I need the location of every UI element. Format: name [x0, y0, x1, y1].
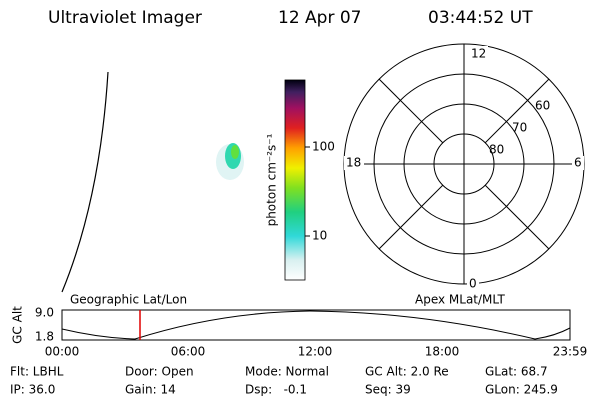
colorbar-tick-label: 100	[312, 140, 335, 154]
timeline-right-title: Apex MLat/MLT	[415, 293, 505, 307]
polar-spoke	[378, 78, 444, 144]
lat-label: 80	[489, 143, 504, 157]
time-tick-label: 23:59	[553, 345, 588, 359]
status-field: Mode: Normal	[245, 365, 329, 379]
mlt-label: 12	[471, 47, 486, 61]
mlt-label: 0	[469, 277, 477, 291]
status-field: IP: 36.0	[10, 383, 55, 397]
label-bg	[344, 156, 364, 170]
mlt-label: 18	[346, 156, 361, 170]
date: 12 Apr 07	[278, 8, 361, 28]
alt-tick-label: 9.0	[35, 306, 54, 320]
time-tick-label: 06:00	[171, 345, 206, 359]
status-field: Gain: 14	[125, 383, 176, 397]
label-bg	[572, 156, 584, 170]
time-tick-label: 12:00	[298, 345, 333, 359]
polar-spoke	[484, 78, 550, 144]
status-field: GLon: 245.9	[485, 383, 558, 397]
title: Ultraviolet Imager	[48, 8, 202, 28]
polar-spoke	[484, 184, 550, 250]
altitude-curve	[61, 310, 571, 340]
status-field: Flt: LBHL	[10, 365, 64, 379]
polar-grid	[343, 43, 585, 285]
timeline-left-title: Geographic Lat/Lon	[70, 293, 187, 307]
timeline-box	[61, 309, 571, 341]
limb	[61, 71, 109, 293]
colorbar-label: photon cm⁻²s⁻¹	[265, 133, 279, 226]
aurora-core	[231, 145, 239, 159]
status-field: Dsp: -0.1	[245, 383, 307, 397]
time: 03:44:52 UT	[428, 8, 533, 28]
polar-spoke	[378, 184, 444, 250]
mlt-label: 6	[574, 156, 582, 170]
alt-tick-label: 1.8	[35, 330, 54, 344]
time-tick-label: 00:00	[45, 345, 80, 359]
lat-label: 60	[535, 99, 550, 113]
status-field: Seq: 39	[365, 383, 411, 397]
colorbar	[284, 79, 306, 281]
image-panel	[61, 71, 244, 293]
lat-label: 70	[512, 121, 527, 135]
status-field: GC Alt: 2.0 Re	[365, 365, 449, 379]
footer: Flt: LBHL Door: Open Mode: Normal GC Alt: 2…	[10, 365, 558, 397]
status-field: Door: Open	[125, 365, 194, 379]
label-bg	[467, 277, 479, 291]
colorbar-tick-label: 10	[312, 229, 327, 243]
label-bg	[470, 46, 488, 60]
status-field: GLat: 68.7	[485, 365, 548, 379]
time-tick-label: 18:00	[425, 345, 460, 359]
timeline-axis-label: GC Alt	[11, 306, 25, 344]
